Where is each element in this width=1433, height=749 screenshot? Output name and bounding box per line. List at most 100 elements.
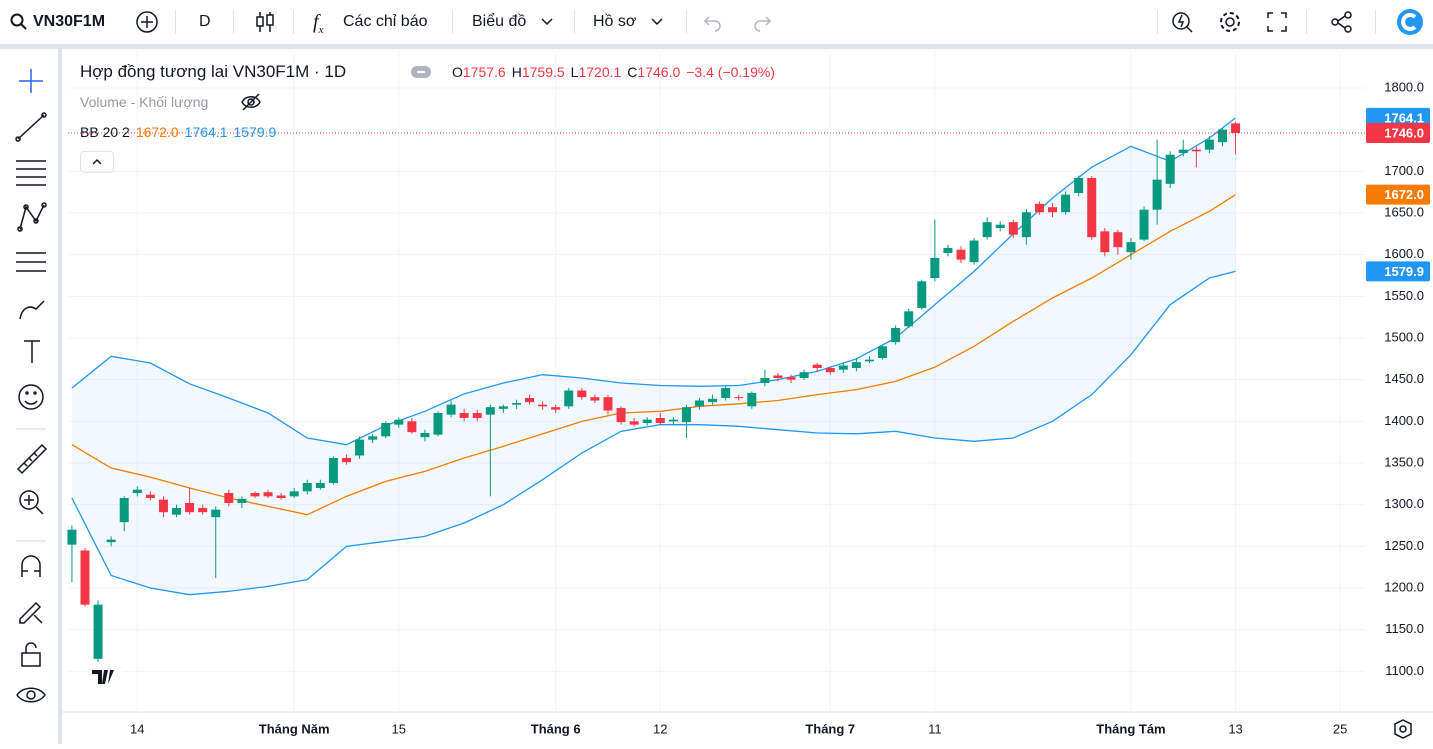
- redo[interactable]: [752, 12, 772, 32]
- x-tick-label: 15: [392, 721, 406, 736]
- ohlc-value: 1746.0: [637, 64, 681, 80]
- divider: [574, 10, 575, 34]
- candle-body: [315, 483, 325, 488]
- y-tick-label: 1700.0: [1384, 163, 1424, 178]
- alert-icon[interactable]: [1170, 9, 1194, 35]
- hidden-icon[interactable]: [240, 93, 262, 111]
- y-tick-label: 1350.0: [1384, 454, 1424, 469]
- price-tag-label: 1579.9: [1384, 264, 1424, 279]
- search-icon[interactable]: [10, 13, 28, 31]
- candle-body: [786, 377, 796, 380]
- candle-body: [67, 529, 77, 545]
- indicator-name: BB 20 2: [80, 124, 130, 140]
- candle-body: [1113, 232, 1123, 248]
- profile-button[interactable]: Hồ sơ: [593, 13, 637, 30]
- candle-body: [1178, 149, 1188, 153]
- candle-body: [420, 433, 430, 438]
- candle-body: [747, 393, 757, 407]
- indicators-button[interactable]: Các chỉ báo: [343, 13, 428, 30]
- candle-body: [603, 397, 613, 411]
- candle-body: [394, 419, 404, 425]
- candle-body: [1126, 242, 1136, 253]
- price-tag-label: 1672.0: [1384, 187, 1424, 202]
- ohlc-value: 1757.6: [462, 64, 506, 80]
- fullscreen-icon[interactable]: [1266, 11, 1288, 33]
- settings-icon[interactable]: [1392, 718, 1414, 740]
- candle-body: [224, 493, 234, 503]
- y-tick-label: 1650.0: [1384, 204, 1424, 219]
- y-tick-label: 1500.0: [1384, 329, 1424, 344]
- candle-body: [341, 458, 351, 463]
- candle-body: [825, 368, 835, 373]
- indicator-value: 1672.0: [135, 124, 179, 140]
- change: −3.4 (−0.19%): [686, 64, 775, 80]
- logo[interactable]: [1396, 8, 1424, 36]
- y-tick-label: 1200.0: [1384, 579, 1424, 594]
- candle-body: [158, 499, 168, 513]
- candle-body: [1191, 149, 1201, 152]
- candle-body: [1021, 212, 1031, 238]
- price-tag: [1366, 184, 1430, 205]
- symbol[interactable]: VN30F1M: [33, 13, 106, 30]
- undo[interactable]: [703, 12, 723, 32]
- divider: [1306, 10, 1307, 34]
- candle-body: [708, 398, 718, 403]
- time-axis: [62, 712, 1433, 744]
- candle-body: [172, 508, 182, 515]
- chart-title: Hợp đồng tương lai VN30F1M · 1D: [80, 62, 347, 81]
- chart-button[interactable]: Biểu đồ: [472, 13, 527, 30]
- divider: [1375, 10, 1376, 34]
- indicator-legend: BB 20 2 1672.0 1764.1 1579.9: [80, 124, 282, 140]
- candle-body: [1034, 203, 1044, 213]
- drawing-tools[interactable]: [0, 49, 58, 744]
- candle-body: [145, 494, 155, 498]
- candle-body: [446, 404, 456, 415]
- x-tick-label: 13: [1228, 721, 1242, 736]
- band-line: [71, 194, 1236, 516]
- band-fill: [71, 117, 1236, 595]
- candle-body: [864, 359, 874, 362]
- candle-body: [407, 421, 417, 433]
- candle-body: [472, 413, 482, 418]
- candle-body: [237, 498, 247, 503]
- y-tick-label: 1600.0: [1384, 246, 1424, 261]
- x-tick-label: Tháng Tám: [1096, 721, 1165, 736]
- candle-body: [799, 372, 809, 378]
- candle-body: [198, 508, 208, 513]
- status-pill: [411, 66, 431, 78]
- candle-body: [681, 407, 691, 423]
- candle-body: [525, 398, 535, 403]
- y-tick-label: 1300.0: [1384, 496, 1424, 511]
- share-icon[interactable]: [1330, 10, 1354, 34]
- tv-logo: [88, 662, 122, 690]
- y-tick-label: 1550.0: [1384, 288, 1424, 303]
- x-tick-label: 12: [653, 721, 667, 736]
- candle-body: [119, 498, 129, 523]
- chevron: [541, 18, 553, 26]
- band-line: [71, 117, 1236, 446]
- ohlc-legend: O1757.6 H1759.5 L1720.1 C1746.0 −3.4 (−0.19%…: [452, 64, 775, 80]
- ohlc-key: L: [570, 64, 579, 80]
- chevron-up: [92, 158, 102, 165]
- candle-body: [564, 390, 574, 407]
- interval[interactable]: D: [199, 13, 211, 30]
- candle-icon[interactable]: [254, 10, 276, 34]
- candle-body: [969, 240, 979, 263]
- ohlc-key: C: [627, 64, 638, 80]
- settings-icon[interactable]: [1218, 10, 1242, 34]
- ohlc-value: 1720.1: [578, 64, 622, 80]
- candle-body: [485, 407, 495, 415]
- candle-body: [368, 436, 378, 440]
- candle-body: [1048, 207, 1058, 213]
- candle-body: [838, 365, 848, 370]
- add-symbol[interactable]: [135, 10, 159, 34]
- indicator-value: 1579.9: [233, 124, 277, 140]
- fx-icon[interactable]: fx: [313, 11, 324, 36]
- collapse-button[interactable]: [80, 151, 114, 173]
- candle-body: [1061, 194, 1071, 213]
- volume-label: Volume - Khối lượng: [80, 94, 209, 110]
- candle-body: [760, 378, 770, 383]
- candle-body: [80, 550, 90, 605]
- candle-body: [590, 397, 600, 401]
- candle-body: [106, 539, 116, 543]
